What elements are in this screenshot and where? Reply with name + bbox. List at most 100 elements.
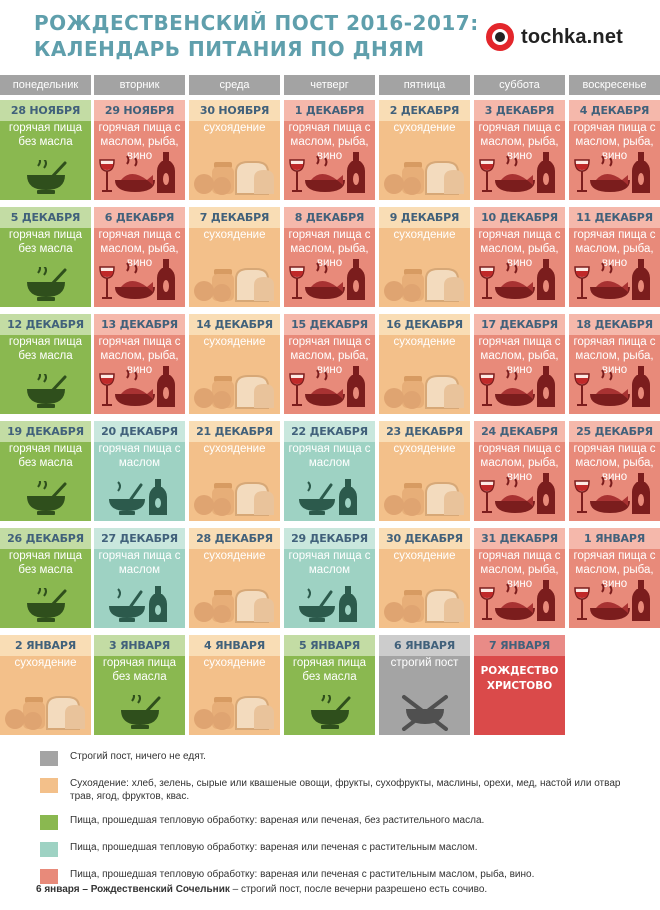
calendar-day: 11 ДЕКАБРЯ горячая пища с маслом, рыба, в… <box>569 207 660 307</box>
day-date: 7 ДЕКАБРЯ <box>189 207 280 228</box>
weekday-header: суббота <box>474 75 565 95</box>
bowl-icon <box>0 156 91 196</box>
day-food-label: горячая пища с маслом, рыба, вино <box>478 550 561 590</box>
weekday-header: воскресенье <box>569 75 660 95</box>
calendar-day: 2 ЯНВАРЯ сухоядение <box>0 635 91 735</box>
day-date: 2 ЯНВАРЯ <box>0 635 91 656</box>
day-date: 21 ДЕКАБРЯ <box>189 421 280 442</box>
day-date: 14 ДЕКАБРЯ <box>189 314 280 335</box>
bowl-icon <box>0 477 91 517</box>
calendar-day: 10 ДЕКАБРЯ горячая пища с маслом, рыба, в… <box>474 207 565 307</box>
calendar-day: 30 ДЕКАБРЯ сухоядение <box>379 528 470 628</box>
day-food-label: горячая пища с маслом <box>98 443 181 469</box>
bowl-icon <box>0 584 91 624</box>
calendar-day: 7 ДЕКАБРЯ сухоядение <box>189 207 280 307</box>
day-date: 27 ДЕКАБРЯ <box>94 528 185 549</box>
calendar-day: 14 ДЕКАБРЯ сухоядение <box>189 314 280 414</box>
calendar-day: 31 ДЕКАБРЯ горячая пища с маслом, рыба, в… <box>474 528 565 628</box>
day-date: 3 ДЕКАБРЯ <box>474 100 565 121</box>
fish-wine-icon <box>474 366 565 410</box>
day-food-label: горячая пища без масла <box>8 443 83 469</box>
legend-text: Сухоядение: хлеб, зелень, сырые или кваш… <box>70 778 621 802</box>
weekday-header: вторник <box>94 75 185 95</box>
calendar-day: 29 НОЯБРЯ горячая пища с маслом, рыба, ви… <box>94 100 185 200</box>
calendar-day: 24 ДЕКАБРЯ горячая пища с маслом, рыба, в… <box>474 421 565 521</box>
day-food-label: горячая пища с маслом, рыба, вино <box>98 122 181 162</box>
day-date: 18 ДЕКАБРЯ <box>569 314 660 335</box>
legend-item: Пища, прошедшая тепловую обработку: варе… <box>40 868 640 884</box>
day-food-label: горячая пища с маслом, рыба, вино <box>478 229 561 269</box>
calendar-day: 9 ДЕКАБРЯ сухоядение <box>379 207 470 307</box>
bread-fruit-icon <box>379 156 470 196</box>
day-date: 28 НОЯБРЯ <box>0 100 91 121</box>
day-food-label: горячая пища без масла <box>102 657 177 683</box>
calendar-day: 26 ДЕКАБРЯ горячая пища без масла <box>0 528 91 628</box>
site-logo[interactable]: tochka.net <box>486 23 623 51</box>
day-food-label: горячая пища с маслом <box>98 550 181 576</box>
footnote-bold: 6 января – Рождественский Сочельник <box>36 884 230 895</box>
footnote-text: – строгий пост, после вечерни разрешено … <box>229 884 488 895</box>
calendar-day: 1 ЯНВАРЯ горячая пища с маслом, рыба, вин… <box>569 528 660 628</box>
day-food-label: горячая пища без масла <box>8 229 83 255</box>
day-date: 30 НОЯБРЯ <box>189 100 280 121</box>
day-food-label: горячая пища с маслом, рыба, вино <box>478 122 561 162</box>
calendar-day: 19 ДЕКАБРЯ горячая пища без масла <box>0 421 91 521</box>
day-date: 4 ЯНВАРЯ <box>189 635 280 656</box>
calendar-day: 5 ДЕКАБРЯ горячая пища без масла <box>0 207 91 307</box>
weekday-header: понедельник <box>0 75 91 95</box>
day-food-label: горячая пища с маслом, рыба, вино <box>573 122 656 162</box>
fish-wine-icon <box>569 152 660 196</box>
day-date: 4 ДЕКАБРЯ <box>569 100 660 121</box>
bowl-icon <box>0 370 91 410</box>
day-date: 26 ДЕКАБРЯ <box>0 528 91 549</box>
calendar-day: 2 ДЕКАБРЯ сухоядение <box>379 100 470 200</box>
page-title: РОЖДЕСТВЕНСКИЙ ПОСТ 2016-2017: КАЛЕНДАРЬ… <box>34 10 479 62</box>
weekday-header: пятница <box>379 75 470 95</box>
logo-mark-icon <box>486 23 514 51</box>
legend: Строгий пост, ничего не едят. Сухоядение:… <box>40 750 640 895</box>
day-food-label: сухоядение <box>203 657 266 669</box>
day-date: 16 ДЕКАБРЯ <box>379 314 470 335</box>
day-date: 17 ДЕКАБРЯ <box>474 314 565 335</box>
logo-text: tochka.net <box>521 25 624 48</box>
legend-item: Пища, прошедшая тепловую обработку: варе… <box>40 841 640 857</box>
day-date: 7 ЯНВАРЯ <box>474 635 565 656</box>
legend-swatch <box>40 751 58 766</box>
fish-wine-icon <box>569 473 660 517</box>
day-date: 24 ДЕКАБРЯ <box>474 421 565 442</box>
legend-text: Пища, прошедшая тепловую обработку: варе… <box>70 869 535 880</box>
legend-swatch <box>40 815 58 830</box>
day-food-label: сухоядение <box>393 443 456 455</box>
title-line-2: КАЛЕНДАРЬ ПИТАНИЯ ПО ДНЯМ <box>34 37 425 61</box>
day-food-label: горячая пища с маслом <box>288 443 371 469</box>
day-food-label: сухоядение <box>14 657 77 669</box>
calendar-day: 8 ДЕКАБРЯ горячая пища с маслом, рыба, ви… <box>284 207 375 307</box>
day-date: 8 ДЕКАБРЯ <box>284 207 375 228</box>
calendar-day: 4 ЯНВАРЯ сухоядение <box>189 635 280 735</box>
fish-wine-icon <box>284 259 375 303</box>
legend-item: Сухоядение: хлеб, зелень, сырые или кваш… <box>40 777 640 803</box>
legend-text: Строгий пост, ничего не едят. <box>70 751 206 762</box>
fish-wine-icon <box>474 580 565 624</box>
fish-wine-icon <box>569 259 660 303</box>
legend-text: Пища, прошедшая тепловую обработку: варе… <box>70 842 478 853</box>
day-food-label: сухоядение <box>393 550 456 562</box>
day-food-label: горячая пища без масла <box>8 122 83 148</box>
day-food-label: горячая пища с маслом, рыба, вино <box>288 229 371 269</box>
day-food-label: горячая пища с маслом, рыба, вино <box>573 336 656 376</box>
calendar-day: 23 ДЕКАБРЯ сухоядение <box>379 421 470 521</box>
day-food-label: сухоядение <box>203 336 266 348</box>
day-food-label: горячая пища без масла <box>8 550 83 576</box>
day-date: 31 ДЕКАБРЯ <box>474 528 565 549</box>
day-food-label: горячая пища с маслом, рыба, вино <box>573 229 656 269</box>
day-date: 28 ДЕКАБРЯ <box>189 528 280 549</box>
day-food-label: строгий пост <box>390 657 459 669</box>
legend-item: Пища, прошедшая тепловую обработку: варе… <box>40 814 640 830</box>
calendar-day: 25 ДЕКАБРЯ горячая пища с маслом, рыба, в… <box>569 421 660 521</box>
day-food-label: горячая пища с маслом, рыба, вино <box>478 336 561 376</box>
bread-fruit-icon <box>0 691 91 731</box>
day-date: 13 ДЕКАБРЯ <box>94 314 185 335</box>
calendar-day: 7 ЯНВАРЯ РОЖДЕСТВО ХРИСТОВО <box>474 635 565 735</box>
day-food-label: сухоядение <box>203 550 266 562</box>
legend-text: Пища, прошедшая тепловую обработку: варе… <box>70 815 485 826</box>
